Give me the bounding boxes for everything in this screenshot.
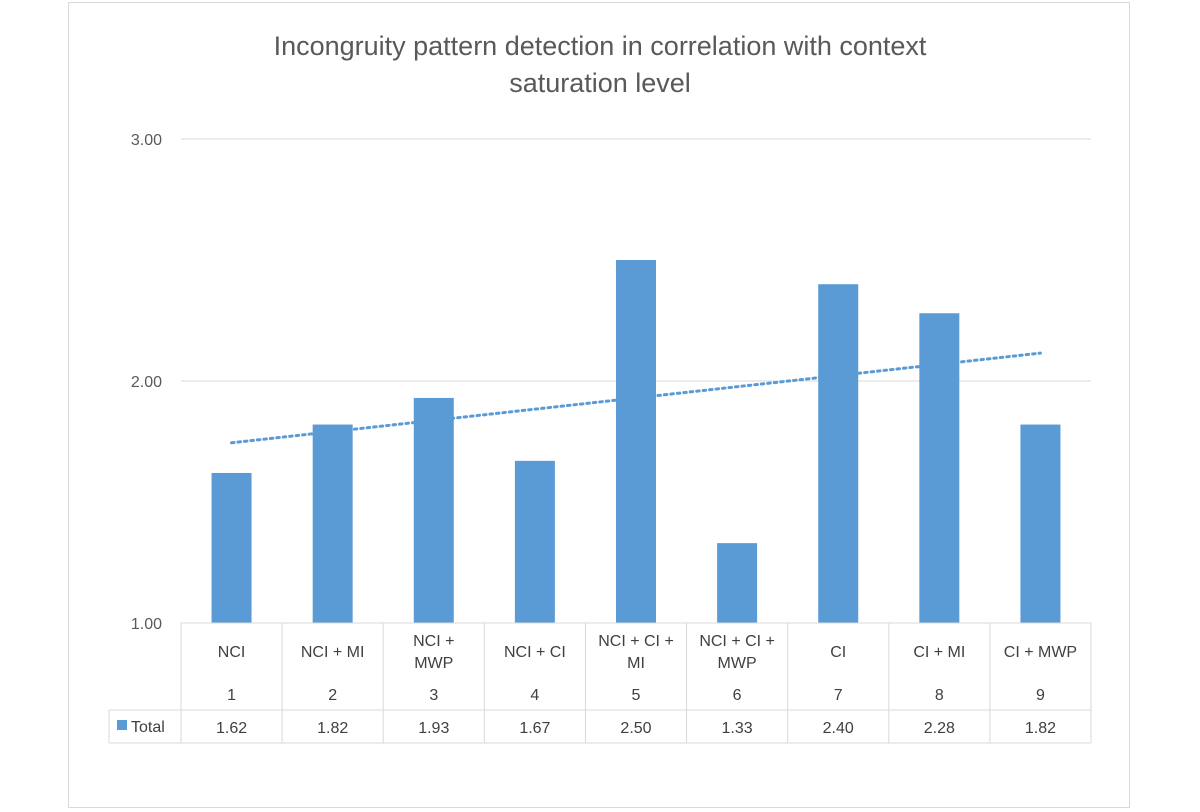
x-category-label: NCI + CI + [699,633,775,650]
bar-3 [413,397,454,623]
y-tick-label: 3.00 [131,132,162,149]
x-category-index: 2 [328,687,337,704]
x-category-label: CI [830,644,846,661]
data-value-label: 1.62 [216,720,247,737]
x-category-index: 5 [632,687,641,704]
x-category-label: CI + MWP [1004,644,1077,661]
legend-label-total: Total [131,719,165,736]
bar-8 [919,313,960,623]
x-category-index: 4 [530,687,539,704]
legend-swatch-total [117,720,127,730]
bar-9 [1020,424,1061,623]
data-value-label: 1.33 [722,720,753,737]
x-category-label: NCI [218,644,246,661]
chart-title-line: saturation level [509,68,691,98]
trendline [230,351,1042,445]
data-value-label: 2.40 [823,720,854,737]
x-category-index: 1 [227,687,236,704]
bar-5 [616,260,656,623]
x-category-index: 8 [935,687,944,704]
bar-4 [514,460,555,623]
y-tick-label: 2.00 [131,374,162,391]
data-value-label: 1.82 [317,720,348,737]
data-value-label: 2.50 [620,720,651,737]
x-category-index: 3 [429,687,438,704]
chart-title-line: Incongruity pattern detection in correla… [274,31,927,61]
x-category-label: NCI + [413,633,454,650]
x-category-label: NCI + CI [504,644,566,661]
x-category-label: CI + MI [913,644,965,661]
bar-1 [211,472,252,623]
data-value-label: 1.93 [418,720,449,737]
x-category-label: MI [627,655,645,672]
bar-2 [312,424,353,623]
y-tick-label: 1.00 [131,616,162,633]
data-value-label: 1.82 [1025,720,1056,737]
x-category-index: 7 [834,687,843,704]
chart: Incongruity pattern detection in correla… [108,31,1092,744]
chart-frame: Incongruity pattern detection in correla… [68,2,1130,808]
x-category-label: MWP [718,655,757,672]
x-category-label: MWP [414,655,453,672]
x-category-index: 9 [1036,687,1045,704]
x-category-label: NCI + MI [301,644,365,661]
x-category-index: 6 [733,687,742,704]
x-category-label: NCI + CI + [598,633,674,650]
data-value-label: 1.67 [519,720,550,737]
bar-6 [717,543,758,623]
data-value-label: 2.28 [924,720,955,737]
bar-7 [818,284,859,623]
